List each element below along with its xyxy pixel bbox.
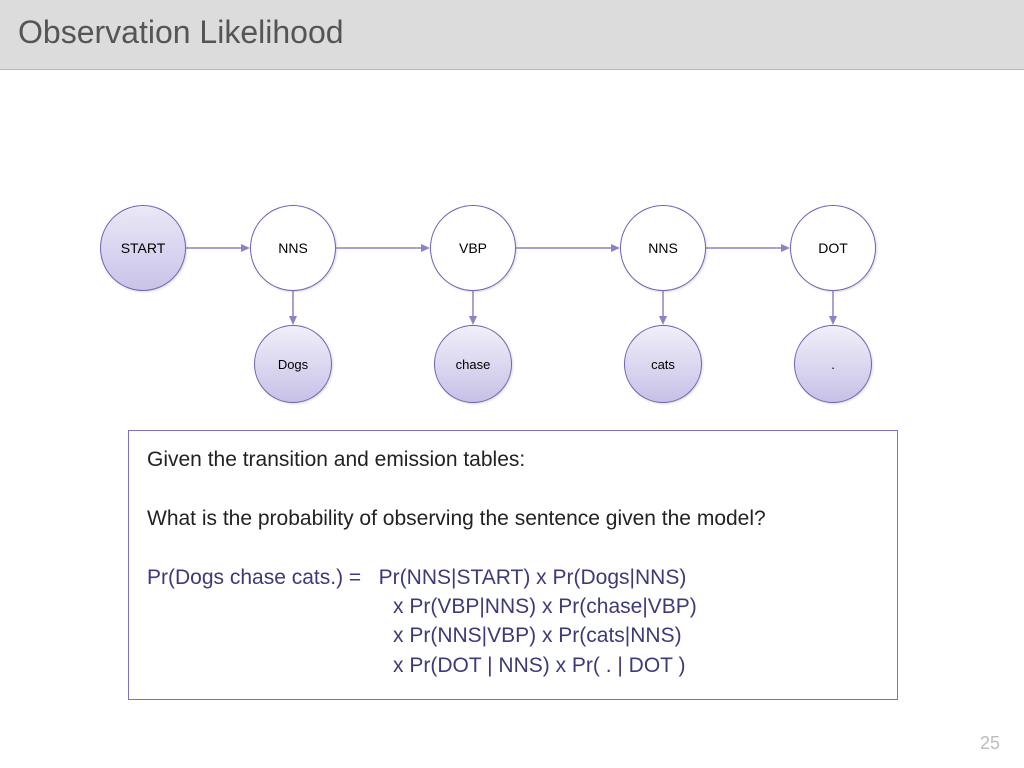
state-label: DOT [818,240,848,256]
page-title: Observation Likelihood [18,14,344,50]
page-number: 25 [980,733,1000,754]
state-node-nns2: NNS [620,205,706,291]
explain-line1: Given the transition and emission tables… [147,445,879,474]
state-node-vbp: VBP [430,205,516,291]
formula-line-2: x Pr(NNS|VBP) x Pr(cats|NNS) [147,621,879,650]
emit-node-nns1: Dogs [254,325,332,403]
transition-arrow-nns2-dot [700,242,796,254]
formula-rhs-0: Pr(NNS|START) x Pr(Dogs|NNS) [379,566,687,589]
emit-node-dot: . [794,325,872,403]
emit-node-vbp: chase [434,325,512,403]
explain-line2: What is the probability of observing the… [147,504,879,533]
formula-rhs-3: x Pr(DOT | NNS) x Pr( . | DOT ) [393,654,685,677]
formula-rhs-2: x Pr(NNS|VBP) x Pr(cats|NNS) [393,624,682,647]
state-label: VBP [459,240,487,256]
state-node-dot: DOT [790,205,876,291]
formula-lhs: Pr(Dogs chase cats.) = [147,566,379,589]
state-node-nns1: NNS [250,205,336,291]
emit-label: chase [456,357,491,372]
state-label: NNS [648,240,678,256]
emit-node-nns2: cats [624,325,702,403]
emit-label: . [831,357,835,372]
state-label: START [121,240,166,256]
state-label: NNS [278,240,308,256]
emit-label: cats [651,357,675,372]
transition-arrow-vbp-nns2 [510,242,626,254]
explain-box: Given the transition and emission tables… [128,430,898,700]
title-bar: Observation Likelihood [0,0,1024,70]
state-node-start: START [100,205,186,291]
formula-line-3: x Pr(DOT | NNS) x Pr( . | DOT ) [147,651,879,680]
transition-arrow-start-nns1 [180,242,256,254]
formula-line-1: x Pr(VBP|NNS) x Pr(chase|VBP) [147,592,879,621]
formula-line-0: Pr(Dogs chase cats.) = Pr(NNS|START) x P… [147,563,879,592]
diagram-canvas: START NNS Dogs VBP chase NNS cats DOT. Given the… [0,70,1024,768]
transition-arrow-nns1-vbp [330,242,436,254]
emit-label: Dogs [278,357,308,372]
formula-rhs-1: x Pr(VBP|NNS) x Pr(chase|VBP) [393,595,697,618]
